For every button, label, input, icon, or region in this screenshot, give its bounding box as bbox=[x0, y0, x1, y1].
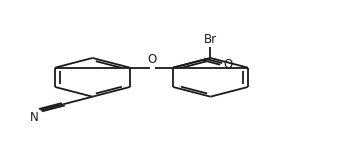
Text: N: N bbox=[30, 111, 39, 124]
Text: Br: Br bbox=[204, 33, 217, 46]
Text: O: O bbox=[148, 53, 157, 66]
Text: O: O bbox=[223, 58, 232, 71]
